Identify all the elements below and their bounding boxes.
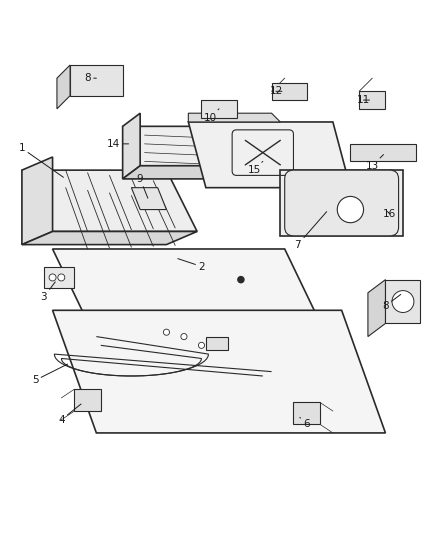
Polygon shape bbox=[272, 83, 307, 100]
Polygon shape bbox=[280, 170, 403, 236]
Text: 14: 14 bbox=[107, 139, 129, 149]
Polygon shape bbox=[359, 91, 385, 109]
Text: 5: 5 bbox=[32, 364, 67, 385]
Circle shape bbox=[163, 329, 170, 335]
Circle shape bbox=[58, 274, 65, 281]
Text: 1: 1 bbox=[18, 143, 64, 177]
Polygon shape bbox=[385, 280, 420, 324]
Circle shape bbox=[238, 277, 244, 282]
Text: 16: 16 bbox=[383, 209, 396, 219]
Polygon shape bbox=[70, 65, 123, 96]
Polygon shape bbox=[44, 266, 74, 288]
Text: 7: 7 bbox=[294, 212, 327, 249]
FancyBboxPatch shape bbox=[285, 170, 399, 236]
Polygon shape bbox=[350, 144, 416, 161]
Polygon shape bbox=[22, 157, 53, 245]
Circle shape bbox=[337, 197, 364, 223]
Polygon shape bbox=[293, 402, 320, 424]
Polygon shape bbox=[368, 280, 385, 336]
Text: 2: 2 bbox=[178, 259, 205, 271]
Polygon shape bbox=[57, 65, 70, 109]
Polygon shape bbox=[53, 249, 342, 367]
Text: 9: 9 bbox=[137, 174, 148, 198]
Text: 15: 15 bbox=[247, 161, 263, 175]
Circle shape bbox=[198, 342, 205, 349]
Polygon shape bbox=[188, 122, 350, 188]
Text: 8: 8 bbox=[84, 73, 96, 83]
Text: 8: 8 bbox=[382, 294, 401, 311]
Text: 13: 13 bbox=[366, 155, 384, 171]
Text: 4: 4 bbox=[58, 404, 81, 425]
Circle shape bbox=[392, 290, 414, 312]
Polygon shape bbox=[22, 170, 197, 231]
Text: 11: 11 bbox=[357, 95, 370, 105]
Circle shape bbox=[49, 274, 56, 281]
Polygon shape bbox=[74, 389, 101, 411]
Polygon shape bbox=[123, 113, 140, 179]
Text: 10: 10 bbox=[204, 109, 219, 123]
Text: 12: 12 bbox=[269, 86, 283, 96]
Polygon shape bbox=[206, 336, 228, 350]
Polygon shape bbox=[53, 310, 385, 433]
Text: 3: 3 bbox=[40, 282, 55, 302]
Polygon shape bbox=[22, 231, 197, 245]
Polygon shape bbox=[123, 126, 263, 166]
Text: 6: 6 bbox=[300, 417, 310, 429]
Polygon shape bbox=[131, 188, 166, 209]
Polygon shape bbox=[188, 113, 280, 122]
Polygon shape bbox=[201, 100, 237, 118]
Circle shape bbox=[181, 334, 187, 340]
Polygon shape bbox=[123, 166, 263, 179]
